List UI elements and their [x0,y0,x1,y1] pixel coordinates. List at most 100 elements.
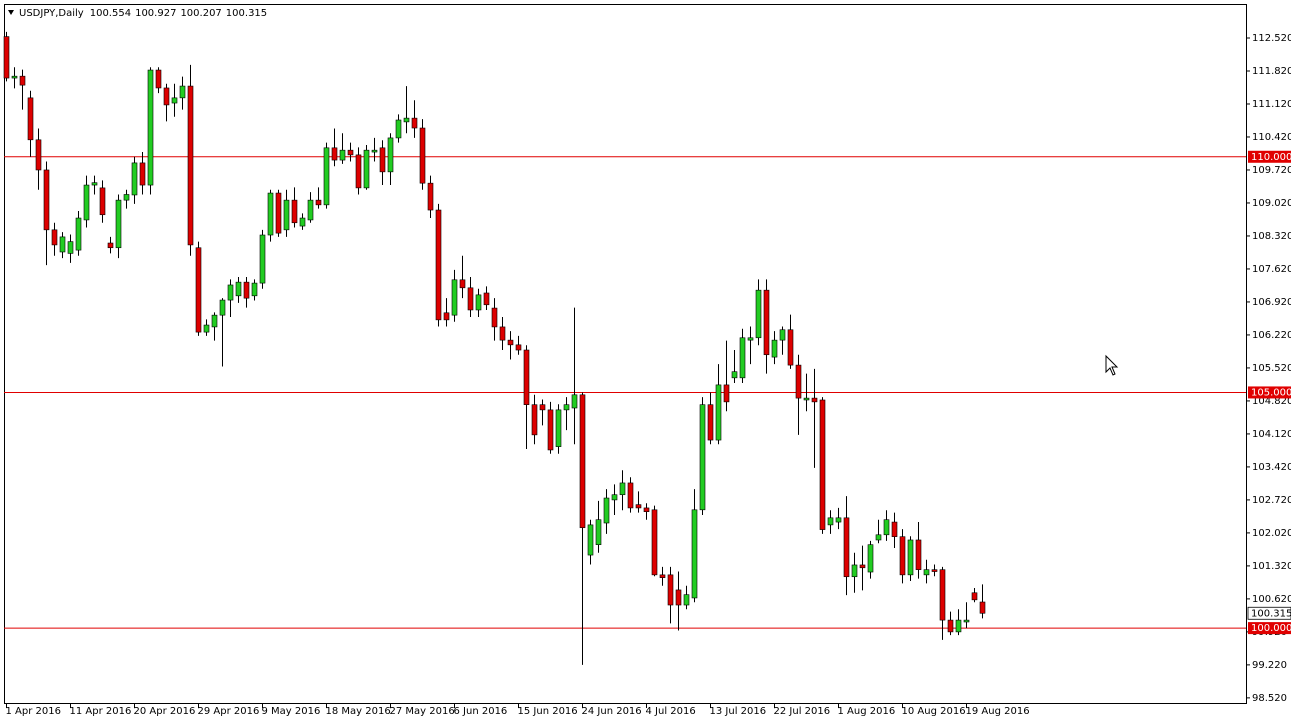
x-tick-label: 29 Apr 2016 [198,706,260,717]
candle-body [83,184,90,221]
x-tick-label: 20 Apr 2016 [134,706,196,717]
x-tick-label: 22 Jul 2016 [774,706,831,717]
candle-body [683,594,690,606]
candle-body [699,404,706,511]
candle-body [907,539,914,576]
candle-body [59,236,66,253]
candle-body [283,199,290,231]
candle-body [523,349,530,405]
candle-body [771,339,778,358]
y-tick-label: 99.220 [1252,660,1287,671]
candle-body [131,162,138,196]
y-tick-label: 108.320 [1252,231,1291,242]
candle-body [371,149,378,153]
candle-body [155,69,162,89]
candle-body [395,119,402,139]
candle-body [419,127,426,184]
y-tick-label: 102.720 [1252,495,1291,506]
candle-body [955,619,962,633]
candle-body [507,339,514,346]
candle-body [75,217,82,251]
candle-body [979,601,986,614]
h-line-label-box [1248,150,1291,163]
candle-body [427,182,434,211]
candle-body [635,504,642,509]
x-tick-label: 6 Jun 2016 [454,706,508,717]
candle-body [643,507,650,512]
candle-body [219,299,226,316]
candle-body [755,289,762,339]
x-tick-label: 1 Apr 2016 [6,706,61,717]
candle-body [939,569,946,621]
y-tick-label: 102.020 [1252,528,1291,539]
x-tick-label: 15 Jun 2016 [518,706,578,717]
candle-body [619,482,626,496]
candle-body [459,279,466,289]
y-tick-label: 106.220 [1252,330,1291,341]
candle-body [411,117,418,129]
x-tick-label: 19 Aug 2016 [966,706,1030,717]
candle-body [243,281,250,299]
x-tick-label: 13 Jul 2016 [710,706,767,717]
candle-body [691,509,698,599]
last-price-box [1247,606,1291,620]
candle-body [579,394,586,529]
y-tick-label: 104.120 [1252,429,1291,440]
candle-body [3,36,10,79]
candle-body [547,409,554,451]
y-tick-label: 103.420 [1252,462,1291,473]
candle-body [267,192,274,236]
candle-body [515,344,522,351]
candle-body [875,534,882,541]
h-line-label: 110.000 [1251,152,1291,163]
menu-triangle[interactable] [8,10,14,15]
candle-body [195,247,202,333]
candle-body [571,394,578,409]
candle-body [355,154,362,189]
candle-body [123,194,130,201]
candle-body [331,147,338,161]
candle-body [611,494,618,501]
y-tick-label: 106.920 [1252,297,1291,308]
candle-body [259,234,266,284]
candle-body [35,139,42,171]
candle-body [563,404,570,411]
candle-body [43,169,50,231]
y-tick-label: 109.720 [1252,165,1291,176]
candle-body [203,324,210,333]
candle-body [707,404,714,441]
h-line-label: 100.000 [1251,623,1291,634]
header-low: 100.207 [180,8,221,19]
candle-body [91,182,98,186]
candle-body [659,574,666,578]
candle-body [715,384,722,441]
candle-body [51,229,58,246]
candle-body [595,519,602,545]
candle-body [307,199,314,221]
h-line-label: 105.000 [1251,387,1291,398]
candle-body [867,544,874,573]
candle-body [883,519,890,536]
candle-body [795,364,802,399]
candle-body [147,69,154,186]
candle-body [947,619,954,633]
candle-body [747,337,754,341]
candle-body [667,574,674,606]
candle-body [587,524,594,556]
candle-body [99,187,106,216]
candle-body [763,289,770,356]
candle-body [227,284,234,301]
candle-body [107,242,114,249]
candle-body [363,149,370,189]
h-line-label-box [1248,622,1291,635]
candle-body [723,384,730,403]
candle-body [475,294,482,311]
header-open: 100.554 [90,8,131,19]
candle-body [915,539,922,570]
x-tick-label: 1 Aug 2016 [838,706,896,717]
candle-body [851,564,858,578]
plot-frame [4,4,1247,704]
candle-body [827,517,834,526]
candle-body [67,241,74,254]
